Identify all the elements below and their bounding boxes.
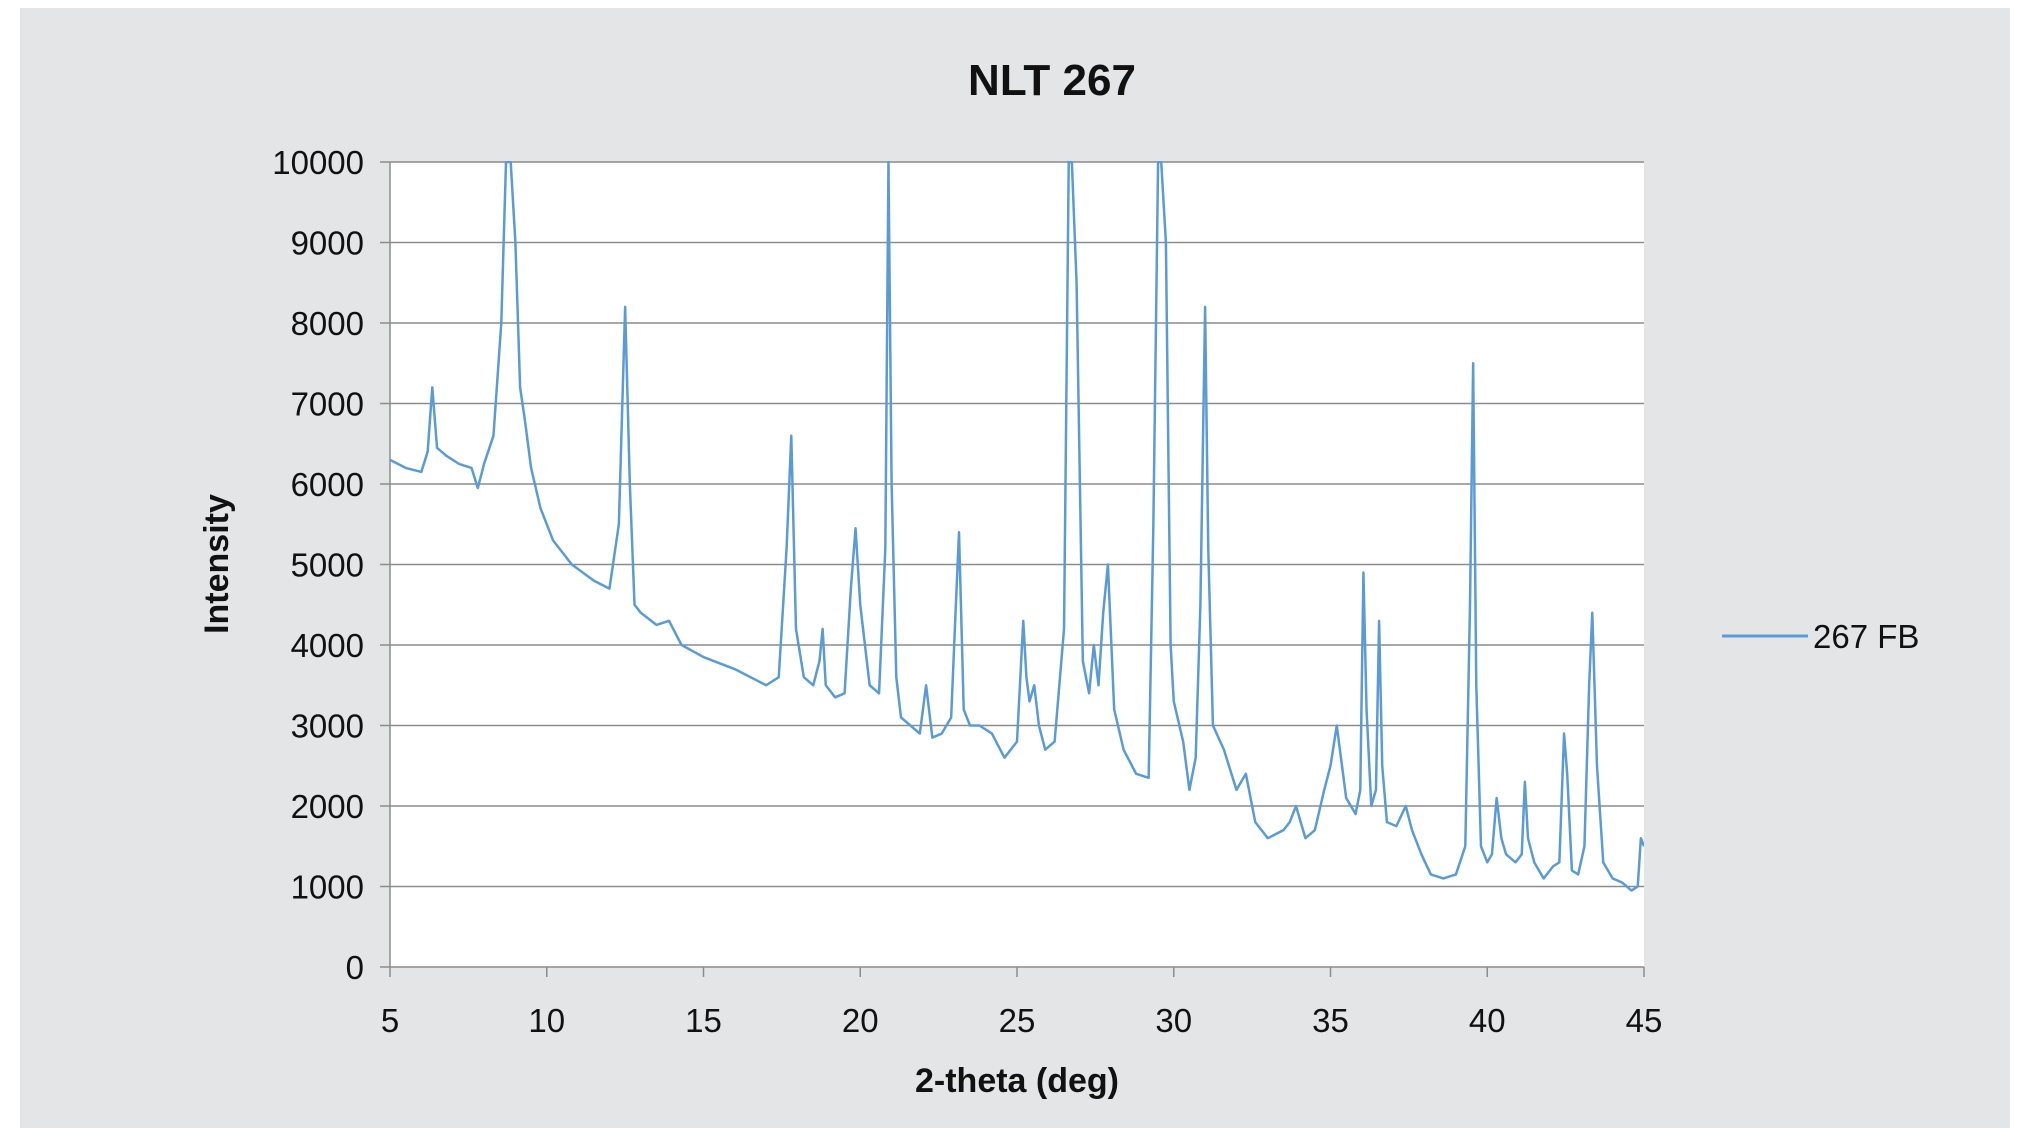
y-tick-label: 4000 xyxy=(291,627,364,664)
x-tick-label: 10 xyxy=(528,1002,565,1039)
x-tick-label: 35 xyxy=(1312,1002,1349,1039)
x-tick-label: 40 xyxy=(1469,1002,1506,1039)
x-tick-label: 5 xyxy=(381,1002,399,1039)
legend: 267 FB xyxy=(1722,618,1919,655)
axes: 0 1000 2000 3000 4000 5000 6000 7000 8000 9000 100… xyxy=(272,144,1662,1039)
y-tick-label: 5000 xyxy=(291,547,364,584)
x-axis-label: 2-theta (deg) xyxy=(915,1062,1119,1100)
y-tick-label: 6000 xyxy=(291,466,364,503)
chart-title: NLT 267 xyxy=(968,56,1136,105)
y-tick-label: 1000 xyxy=(291,869,364,906)
y-axis-label: Intensity xyxy=(198,494,236,634)
x-tick-label: 20 xyxy=(842,1002,879,1039)
y-tick-label: 8000 xyxy=(291,305,364,342)
y-tick-label: 2000 xyxy=(291,788,364,825)
x-tick-label: 45 xyxy=(1626,1002,1663,1039)
x-tick-label: 30 xyxy=(1155,1002,1192,1039)
y-tick-label: 9000 xyxy=(291,225,364,262)
legend-entry-label: 267 FB xyxy=(1813,618,1919,655)
series-layer xyxy=(390,161,1644,892)
y-tick-label: 0 xyxy=(346,949,364,986)
x-tick-label: 25 xyxy=(999,1002,1036,1039)
y-tick-label: 3000 xyxy=(291,708,364,745)
y-tick-label: 10000 xyxy=(272,144,364,181)
x-tick-label: 15 xyxy=(685,1002,722,1039)
series-line xyxy=(390,161,1644,892)
y-tick-label: 7000 xyxy=(291,386,364,423)
